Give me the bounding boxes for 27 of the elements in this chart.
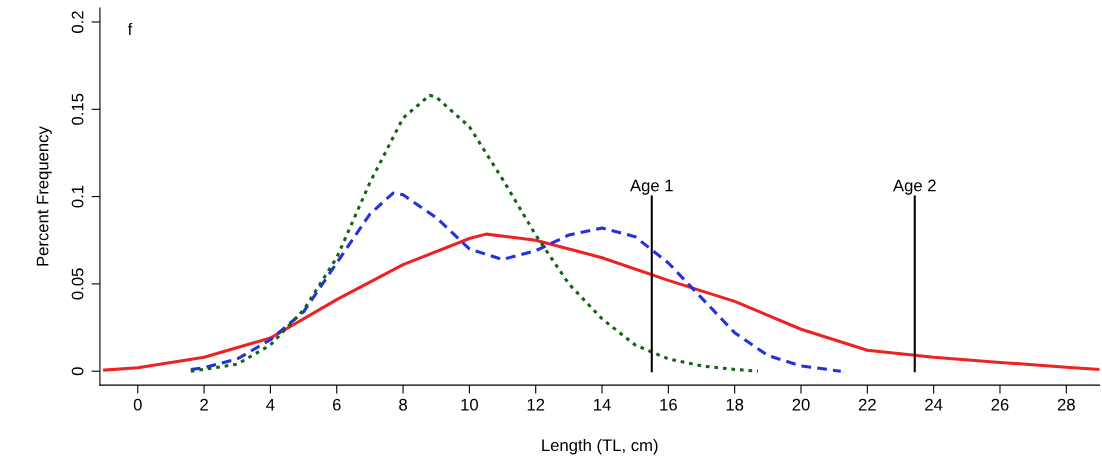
y-tick-label: 0.05 — [71, 268, 84, 300]
x-tick-label: 26 — [991, 398, 1009, 411]
y-tick-label: 0.15 — [71, 93, 84, 125]
x-tick-label: 10 — [461, 398, 478, 411]
x-axis-title: Length (TL, cm) — [542, 438, 658, 455]
x-tick-label: 28 — [1057, 398, 1075, 411]
x-tick-label: 18 — [726, 398, 744, 411]
ref-line-label: Age 1 — [630, 179, 673, 195]
x-tick-label: 14 — [594, 398, 611, 411]
x-tick-label: 2 — [200, 398, 208, 411]
line-series — [189, 93, 760, 373]
annotation: f — [127, 22, 133, 35]
x-tick-label: 6 — [332, 398, 341, 411]
line-series — [103, 232, 1100, 372]
y-tick-label: 0.2 — [71, 11, 84, 33]
x-tick-label: 16 — [660, 398, 677, 411]
x-tick-label: 4 — [266, 398, 275, 411]
y-axis-title: Percent Frequency — [36, 126, 52, 266]
x-tick-label: 12 — [527, 398, 545, 411]
x-tick-label: 8 — [399, 398, 407, 411]
x-tick-label: 0 — [133, 398, 142, 411]
y-tick-label: 0.1 — [71, 185, 84, 208]
x-tick-label: 20 — [792, 398, 810, 411]
ref-line-label: Age 2 — [893, 179, 936, 195]
y-tick-label: 0 — [71, 367, 84, 376]
x-tick-label: 24 — [925, 398, 943, 411]
x-tick-label: 22 — [858, 398, 876, 411]
